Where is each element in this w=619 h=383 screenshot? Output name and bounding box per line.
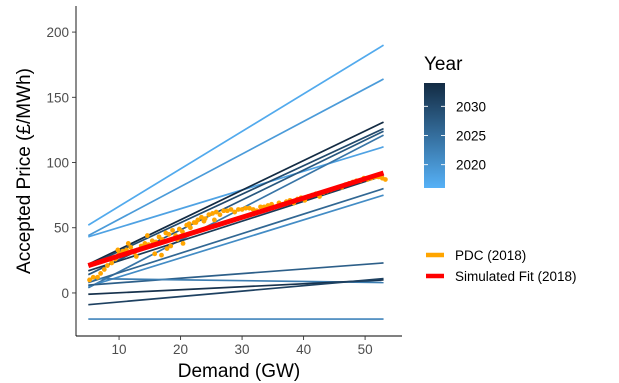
pdc-point [101, 267, 107, 272]
scenario-line-4 [87, 121, 384, 266]
y-tick-label: 200 [46, 25, 69, 40]
pdc-point [217, 212, 223, 218]
pdc-point [125, 240, 131, 246]
legend-label-pdc: PDC (2018) [455, 248, 526, 263]
pdc-point [382, 177, 388, 182]
pdc-point [210, 210, 215, 216]
x-tick-label: 20 [173, 342, 188, 357]
pdc-point [164, 246, 170, 252]
scenario-line-3 [88, 146, 384, 238]
pdc-point [193, 220, 199, 225]
pdc-point [109, 260, 115, 266]
pdc-point [90, 274, 96, 280]
colorbar-tick-label: 2030 [456, 99, 486, 114]
pdc-point [104, 263, 110, 268]
pdc-point [128, 244, 134, 250]
pdc-point [115, 247, 121, 253]
pdc-point [213, 209, 219, 215]
colorbar-ticks: 2020 2025 2030 [424, 99, 486, 173]
pdc-point [201, 218, 207, 224]
pdc-point [211, 217, 217, 223]
y-tick-label: 50 [54, 221, 69, 236]
scenario-lines [87, 44, 384, 320]
fit-line-layer [87, 170, 385, 268]
pdc-point [228, 207, 234, 212]
colorbar-tick-label: 2025 [456, 129, 486, 144]
pdc-point [166, 231, 172, 237]
x-tick-label: 30 [235, 342, 250, 357]
pdc-point [224, 208, 230, 214]
pdc-point [199, 214, 204, 220]
scenario-line-2 [87, 78, 384, 237]
pdc-point [250, 207, 256, 212]
pdc-point [95, 274, 100, 280]
pdc-point [239, 207, 245, 212]
pdc-point [221, 208, 227, 214]
scenario-line-1 [87, 44, 384, 226]
pdc-point [152, 251, 158, 257]
series-legend: PDC (2018) Simulated Fit (2018) [426, 248, 577, 284]
y-tick-label: 0 [61, 286, 69, 301]
pdc-point [180, 240, 186, 246]
pdc-point [142, 240, 148, 246]
colorbar-gradient [424, 83, 445, 188]
scenario-line-10 [88, 194, 384, 288]
x-tick-label: 50 [358, 342, 373, 357]
y-tick-label: 100 [46, 156, 69, 171]
pdc-point [98, 270, 104, 276]
pdc-point [206, 212, 212, 218]
pdc-point [168, 243, 174, 249]
pdc-point [180, 229, 185, 235]
x-tick-label: 10 [112, 342, 127, 357]
x-tick-label: 40 [296, 342, 311, 357]
x-axis-ticks: 10 20 30 40 50 [112, 336, 373, 357]
pdc-point [170, 227, 175, 233]
x-axis-title: Demand (GW) [178, 361, 300, 382]
scenario-line-14 [88, 277, 384, 306]
simulated-fit-line [87, 170, 385, 268]
pdc-point [188, 225, 193, 231]
y-tick-label: 150 [46, 90, 69, 105]
colorbar-tick-label: 2020 [456, 158, 486, 173]
colorbar-legend: Year 2020 2025 2030 [424, 54, 486, 188]
pdc-point [144, 233, 150, 238]
pdc-point [258, 204, 263, 210]
pdc-point [133, 254, 139, 259]
legend-label-fit: Simulated Fit (2018) [455, 269, 577, 284]
pdc-point [149, 238, 155, 244]
pdc-point [232, 209, 238, 215]
y-axis-title: Accepted Price (£/MWh) [14, 68, 35, 274]
pdc-point [243, 205, 249, 211]
scenario-line-9 [88, 187, 384, 284]
pdc-point [87, 277, 92, 283]
pdc-point [186, 221, 192, 227]
pdc-point [235, 207, 241, 212]
scenario-line-11 [88, 262, 384, 286]
pdc-point [159, 252, 164, 258]
y-axis-ticks: 0 50 100 150 200 [46, 25, 76, 301]
colorbar-title: Year [424, 54, 463, 75]
scenario-line-6 [87, 127, 384, 267]
pdc-point [247, 205, 252, 211]
